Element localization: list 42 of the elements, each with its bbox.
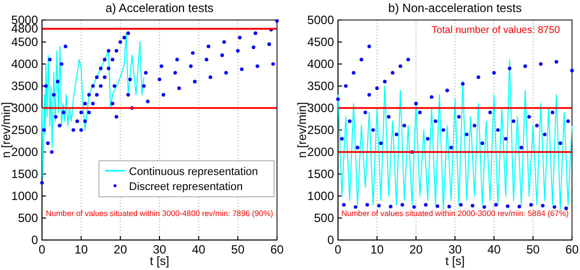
legend-label: Discreet representation [129, 180, 243, 193]
y-tick-label: 1500 [307, 166, 334, 181]
y-tick-label: 2000 [11, 144, 38, 159]
y-tick-label: 1000 [307, 188, 334, 203]
x-tick-label: 50 [231, 242, 245, 257]
x-tick-label: 50 [526, 242, 540, 257]
y-tick-label: 2500 [307, 122, 334, 137]
y-tick-label: 4500 [11, 34, 38, 49]
y-tick-label: 4500 [307, 34, 334, 49]
x-tick-label: 20 [114, 242, 128, 257]
y-axis-title: n [rev/min] [0, 102, 13, 158]
y-tick-label: 2000 [307, 144, 334, 159]
y-tick-label: 0 [31, 232, 38, 247]
x-tick-label: 10 [74, 242, 88, 257]
y-tick-label: 5000 [307, 12, 334, 27]
x-axis-title: t [s] [150, 254, 170, 268]
y-tick-label: 4000 [307, 56, 334, 71]
x-tick-label: 30 [448, 242, 462, 257]
y-tick-label: 500 [314, 210, 334, 225]
x-tick-label: 10 [370, 242, 384, 257]
x-tick-label: 20 [409, 242, 423, 257]
x-tick-label: 60 [565, 242, 579, 257]
y-tick-label: 3500 [11, 78, 38, 93]
x-tick-label: 30 [152, 242, 166, 257]
y-tick-label: 3000 [11, 100, 38, 115]
x-axis-title: t [s] [445, 254, 465, 268]
x-tick-label: 40 [192, 242, 206, 257]
chart-title: a) Acceleration tests [105, 1, 214, 15]
y-tick-label: 4000 [11, 56, 38, 71]
y-axis-title: n [rev/min] [295, 102, 309, 158]
y-tick-label: 500 [18, 210, 38, 225]
y-tick-label: 3500 [307, 78, 334, 93]
chart-title: b) Non-acceleration tests [388, 1, 522, 15]
y-tick-label: 1000 [11, 188, 38, 203]
y-tick-label: 3000 [307, 100, 334, 115]
annotation: Total number of values: 8750 [432, 25, 560, 36]
x-tick-label: 60 [270, 242, 284, 257]
y-tick-label: 1500 [11, 166, 38, 181]
legend-label: Continuous representation [129, 166, 258, 178]
y-tick-label: 2500 [11, 122, 38, 137]
y-tick-label: 0 [327, 232, 334, 247]
x-tick-label: 40 [487, 242, 501, 257]
